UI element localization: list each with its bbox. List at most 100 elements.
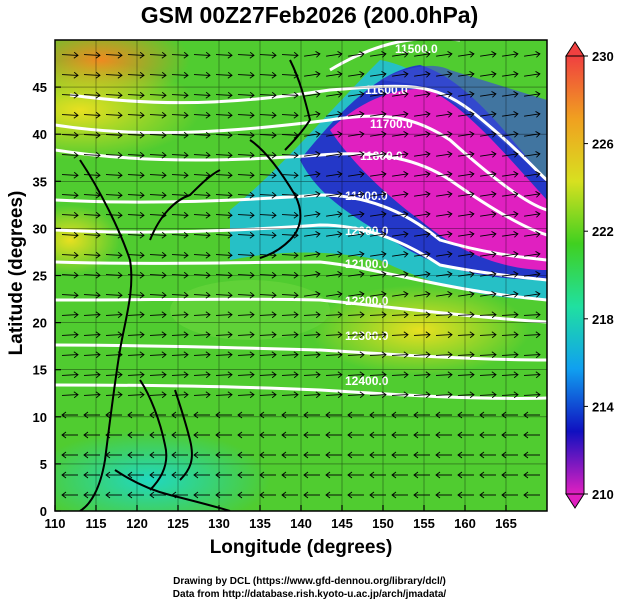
wind-arrow-head <box>337 291 343 298</box>
wind-arrow <box>281 294 299 296</box>
wind-arrow <box>326 73 342 77</box>
wind-arrow-head <box>359 71 365 78</box>
wind-arrow-head <box>425 331 431 339</box>
wind-arrow <box>523 334 541 336</box>
wind-arrow-head <box>381 271 387 278</box>
wind-arrow <box>436 113 452 117</box>
wind-arrow-head <box>325 471 331 479</box>
wind-arrow <box>348 53 364 57</box>
wind-arrow <box>215 234 233 236</box>
wind-arrow <box>414 133 430 137</box>
wind-arrow <box>171 154 189 156</box>
wind-arrow-head <box>193 411 199 419</box>
wind-arrow <box>524 193 540 197</box>
wind-arrow-head <box>469 271 475 278</box>
y-tick-label: 25 <box>33 269 47 284</box>
wind-arrow-head <box>513 71 519 78</box>
wind-arrow-head <box>337 271 343 278</box>
wind-arrow-head <box>281 451 287 459</box>
wind-arrow-head <box>337 111 343 118</box>
wind-arrow <box>392 233 408 237</box>
wind-arrow-head <box>293 51 299 59</box>
wind-arrow-head <box>425 291 431 298</box>
wind-arrow-head <box>491 171 497 178</box>
wind-arrow <box>215 274 233 276</box>
wind-arrow <box>83 314 101 316</box>
wind-arrow <box>502 73 518 77</box>
wind-arrow-head <box>117 191 123 199</box>
wind-arrow-head <box>249 231 255 239</box>
wind-arrow <box>392 173 408 177</box>
wind-arrow <box>502 153 518 157</box>
wind-arrow <box>325 354 343 356</box>
wind-arrow <box>413 334 431 336</box>
wind-arrow <box>281 254 299 256</box>
wind-arrow-head <box>73 191 79 199</box>
wind-arrow <box>171 54 189 56</box>
wind-arrow <box>348 93 364 97</box>
wind-arrow-head <box>425 151 431 158</box>
wind-arrow <box>502 253 518 257</box>
wind-arrow-head <box>491 251 497 258</box>
wind-arrow-head <box>359 391 365 399</box>
wind-arrow-head <box>293 271 299 279</box>
colorbar: 210 214 218 222 226 230 <box>565 41 614 509</box>
wind-arrow <box>281 274 299 276</box>
wind-arrow <box>237 274 255 276</box>
wind-arrow-head <box>325 451 331 459</box>
wind-arrow-head <box>535 291 541 298</box>
wind-arrow <box>391 394 409 396</box>
wind-arrow <box>237 294 255 296</box>
wind-arrow-head <box>183 251 189 259</box>
wind-arrow <box>326 293 342 297</box>
wind-arrow-head <box>249 71 255 79</box>
wind-arrow-head <box>381 391 387 399</box>
wind-arrow <box>127 54 145 56</box>
wind-arrow <box>524 113 540 117</box>
wind-arrow <box>259 134 277 136</box>
wind-arrow <box>215 54 233 56</box>
wind-arrow-head <box>403 191 409 198</box>
wind-arrow <box>392 113 408 117</box>
wind-arrow <box>215 394 233 396</box>
wind-arrow <box>61 314 79 316</box>
wind-arrow-head <box>325 411 331 419</box>
wind-arrow <box>83 114 101 116</box>
wind-arrow-head <box>359 311 365 319</box>
contour-label: 11500.0 <box>395 42 438 56</box>
wind-arrow-head <box>281 491 287 499</box>
wind-arrow <box>61 154 79 156</box>
y-axis-label: Latitude (degrees) <box>6 190 27 356</box>
wind-arrow-head <box>457 451 463 459</box>
plot-area: 11500.0 11600.0 11700.0 11800.0 11900.0 12000… <box>55 40 547 511</box>
wind-arrow-head <box>491 271 497 278</box>
contour-label: 12400.0 <box>345 374 389 388</box>
wind-arrow <box>61 294 79 296</box>
wind-arrow-head <box>61 451 67 459</box>
wind-arrow <box>524 173 540 177</box>
wind-arrow <box>171 174 189 176</box>
wind-arrow <box>237 54 255 56</box>
wind-arrow-head <box>359 271 365 278</box>
wind-arrow <box>523 394 541 396</box>
wind-arrow-head <box>435 431 441 439</box>
wind-arrow <box>480 213 496 217</box>
wind-arrow-head <box>447 71 453 78</box>
wind-arrow-head <box>149 431 155 439</box>
wind-arrow-head <box>193 491 199 499</box>
wind-arrow <box>61 254 79 256</box>
wind-arrow <box>149 314 167 316</box>
wind-arrow-head <box>117 211 123 219</box>
wind-arrow-head <box>425 71 431 78</box>
wind-arrow-head <box>479 451 485 459</box>
wind-arrow-head <box>347 411 353 419</box>
wind-arrow <box>281 74 299 76</box>
contour-label: 11600.0 <box>365 83 408 97</box>
wind-arrow-head <box>513 51 519 58</box>
wind-arrow <box>83 134 101 136</box>
wind-arrow <box>237 194 255 196</box>
wind-arrow-head <box>403 91 409 98</box>
wind-arrow-head <box>293 251 299 259</box>
wind-arrow <box>458 293 474 297</box>
wind-arrow <box>414 153 430 157</box>
